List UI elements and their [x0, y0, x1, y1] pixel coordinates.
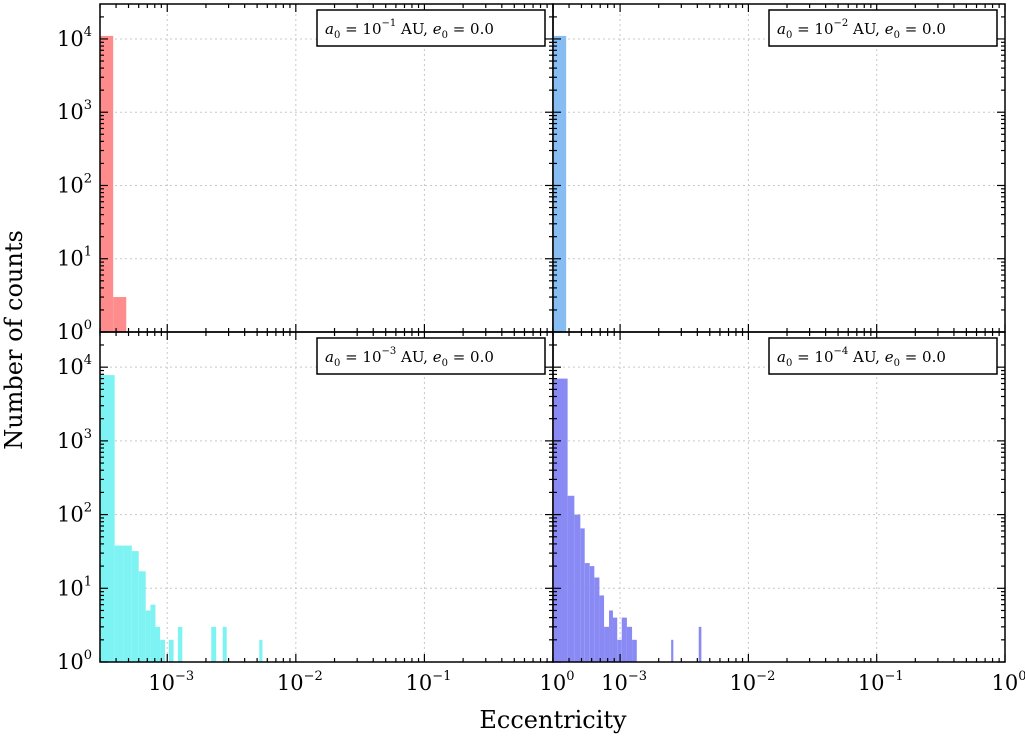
- histogram-bar: [609, 610, 613, 662]
- histogram-bar: [612, 617, 618, 662]
- histogram-bar: [584, 563, 590, 662]
- histogram-bar: [168, 639, 174, 662]
- panel-frame: [552, 3, 1006, 333]
- histogram-bar: [604, 626, 610, 662]
- histogram-bar: [131, 551, 139, 662]
- x-tick-label: 10−1: [405, 669, 451, 695]
- x-axis-title: Eccentricity: [479, 706, 627, 734]
- histogram-bar: [145, 610, 151, 662]
- histogram-bar: [567, 495, 575, 662]
- ticks: [552, 4, 1006, 333]
- x-tick-label: 100: [991, 669, 1025, 695]
- panel-frame: [552, 331, 1006, 663]
- panel-frame: [99, 331, 554, 663]
- legend-box: [316, 9, 546, 47]
- histogram-bar: [617, 639, 622, 662]
- histogram-bars: [553, 35, 567, 333]
- x-tick-label: 10−3: [148, 669, 194, 695]
- legend: a0 = 10−3 AU, e0 = 0.0: [316, 337, 546, 375]
- y-tick-label: 103: [57, 427, 92, 453]
- histogram-bar: [100, 375, 115, 662]
- histogram-bar: [100, 35, 114, 333]
- y-tick-label: 104: [57, 353, 92, 379]
- ticks: [99, 4, 554, 333]
- ticks: [552, 332, 1006, 663]
- histogram-bar: [177, 626, 183, 662]
- histogram-bar: [211, 626, 217, 662]
- panel-frame: [99, 3, 554, 333]
- panel-top-left: 100 101 102 103 104 a0 = 10−1 AU, e0 = 0.0: [57, 3, 554, 344]
- x-tick-label: 10−3: [601, 669, 647, 695]
- histogram-bar: [553, 378, 568, 662]
- grid: [553, 332, 1005, 662]
- histogram-bar: [123, 545, 132, 662]
- legend: a0 = 10−1 AU, e0 = 0.0: [316, 9, 546, 47]
- histogram-bar: [594, 577, 600, 662]
- y-tick-label: 104: [57, 25, 92, 51]
- x-tick-label: 10−1: [858, 669, 904, 695]
- ticks: [99, 332, 554, 663]
- grid: [100, 332, 553, 662]
- legend: a0 = 10−4 AU, e0 = 0.0: [768, 337, 998, 375]
- histogram-bar: [599, 595, 605, 662]
- histogram-bar: [671, 639, 674, 662]
- histogram-bars: [100, 35, 127, 333]
- histogram-bar: [138, 571, 146, 662]
- grid: [100, 4, 553, 332]
- panel-top-right: a0 = 10−2 AU, e0 = 0.0: [552, 3, 1006, 333]
- histogram-bar: [698, 626, 702, 662]
- grid: [553, 4, 1005, 332]
- legend-label: a0 = 10−1 AU, e0 = 0.0: [325, 18, 494, 41]
- histogram-bar: [589, 566, 595, 662]
- histogram-bar: [114, 545, 124, 662]
- x-tick-label: 10−2: [277, 669, 323, 695]
- histogram-bar: [160, 639, 165, 662]
- y-axis-title: Number of counts: [0, 230, 28, 450]
- x-tick-label: 100: [539, 669, 574, 695]
- y-tick-label: 102: [57, 171, 92, 197]
- histogram-bar: [574, 514, 581, 662]
- y-tick-label: 101: [57, 245, 92, 271]
- legend-box: [316, 337, 546, 375]
- panel-bottom-right: 10−3 10−2 10−1 100 a0 = 10−4 AU, e0 = 0.0: [552, 331, 1025, 695]
- x-tick-label: 10−2: [729, 669, 775, 695]
- histogram-bars: [100, 375, 263, 662]
- legend-box: [768, 9, 998, 47]
- y-tick-label: 101: [57, 574, 92, 600]
- legend-label: a0 = 10−3 AU, e0 = 0.0: [325, 346, 494, 369]
- histogram-bar: [113, 297, 127, 332]
- histogram-bar: [259, 639, 263, 662]
- histogram-bar: [155, 626, 161, 662]
- legend-label: a0 = 10−2 AU, e0 = 0.0: [777, 18, 946, 41]
- histogram-bars: [553, 378, 702, 662]
- histogram-bar: [626, 626, 633, 662]
- legend-label: a0 = 10−4 AU, e0 = 0.0: [777, 346, 946, 369]
- histogram-bar: [632, 639, 637, 662]
- y-tick-label: 103: [57, 98, 92, 124]
- legend: a0 = 10−2 AU, e0 = 0.0: [768, 9, 998, 47]
- y-tick-label: 100: [57, 648, 92, 674]
- histogram-bar: [553, 35, 567, 333]
- legend-box: [768, 337, 998, 375]
- y-tick-label: 100: [57, 318, 92, 344]
- histogram-bar: [222, 626, 227, 662]
- histogram-bar: [621, 617, 627, 662]
- histogram-bar: [150, 604, 156, 662]
- histogram-bar: [580, 528, 585, 662]
- y-tick-label: 102: [57, 501, 92, 527]
- panel-bottom-left: 100 101 102 103 104 10−3 10−2 10−1 100 a0 = 10−3 …: [57, 331, 575, 695]
